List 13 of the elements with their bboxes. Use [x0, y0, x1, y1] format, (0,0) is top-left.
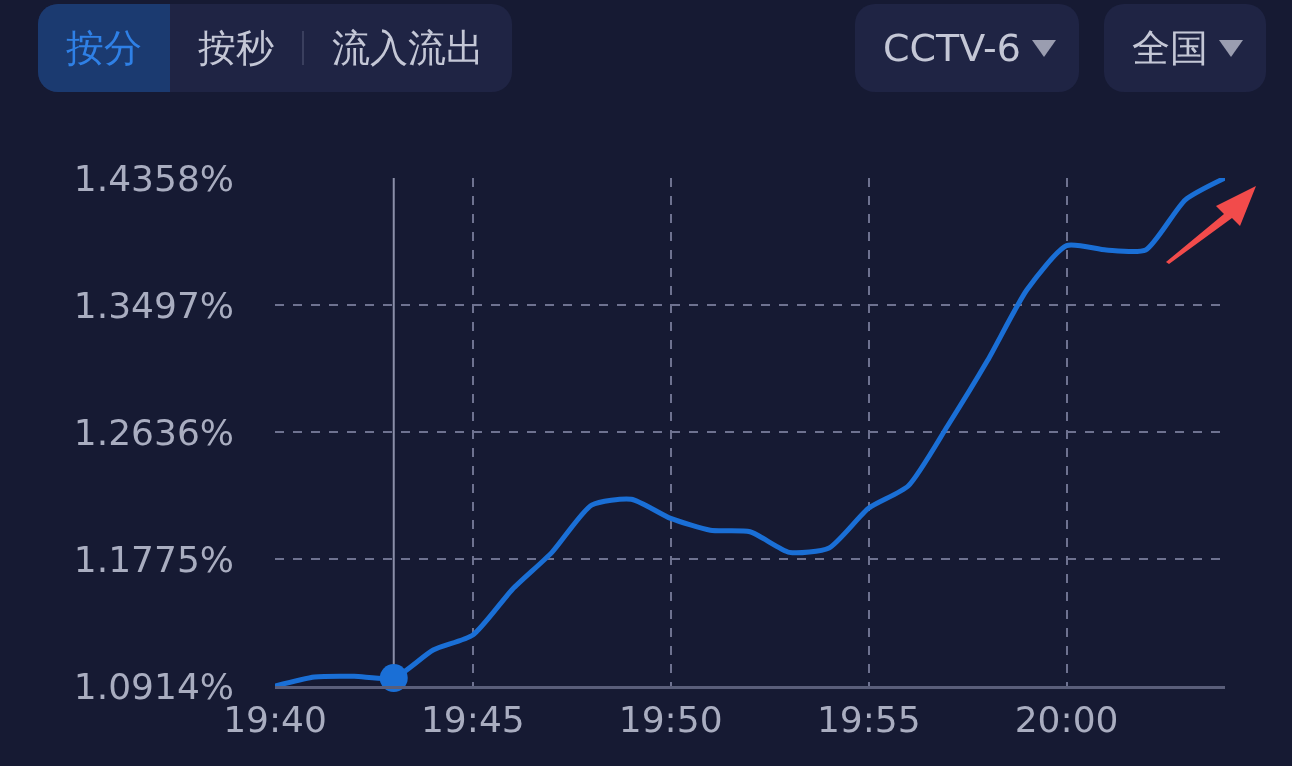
- text: CCTV-6: [883, 26, 1021, 70]
- text: 按分: [38, 4, 170, 92]
- x-tick-label: 19:50: [618, 699, 723, 741]
- text: 流入流出: [331, 24, 485, 72]
- y-tick-label: 1.4358%: [73, 157, 234, 199]
- x-tick-label: 19:45: [420, 699, 525, 741]
- y-tick-label: 1.3497%: [73, 284, 234, 326]
- text: 按秒: [197, 24, 275, 72]
- y-tick-label: 1.2636%: [73, 411, 234, 453]
- x-tick-label: 19:55: [816, 699, 921, 741]
- y-tick-label: 1.1775%: [73, 538, 234, 580]
- x-tick-label: 20:00: [1014, 699, 1119, 741]
- text: 全国: [1132, 24, 1208, 72]
